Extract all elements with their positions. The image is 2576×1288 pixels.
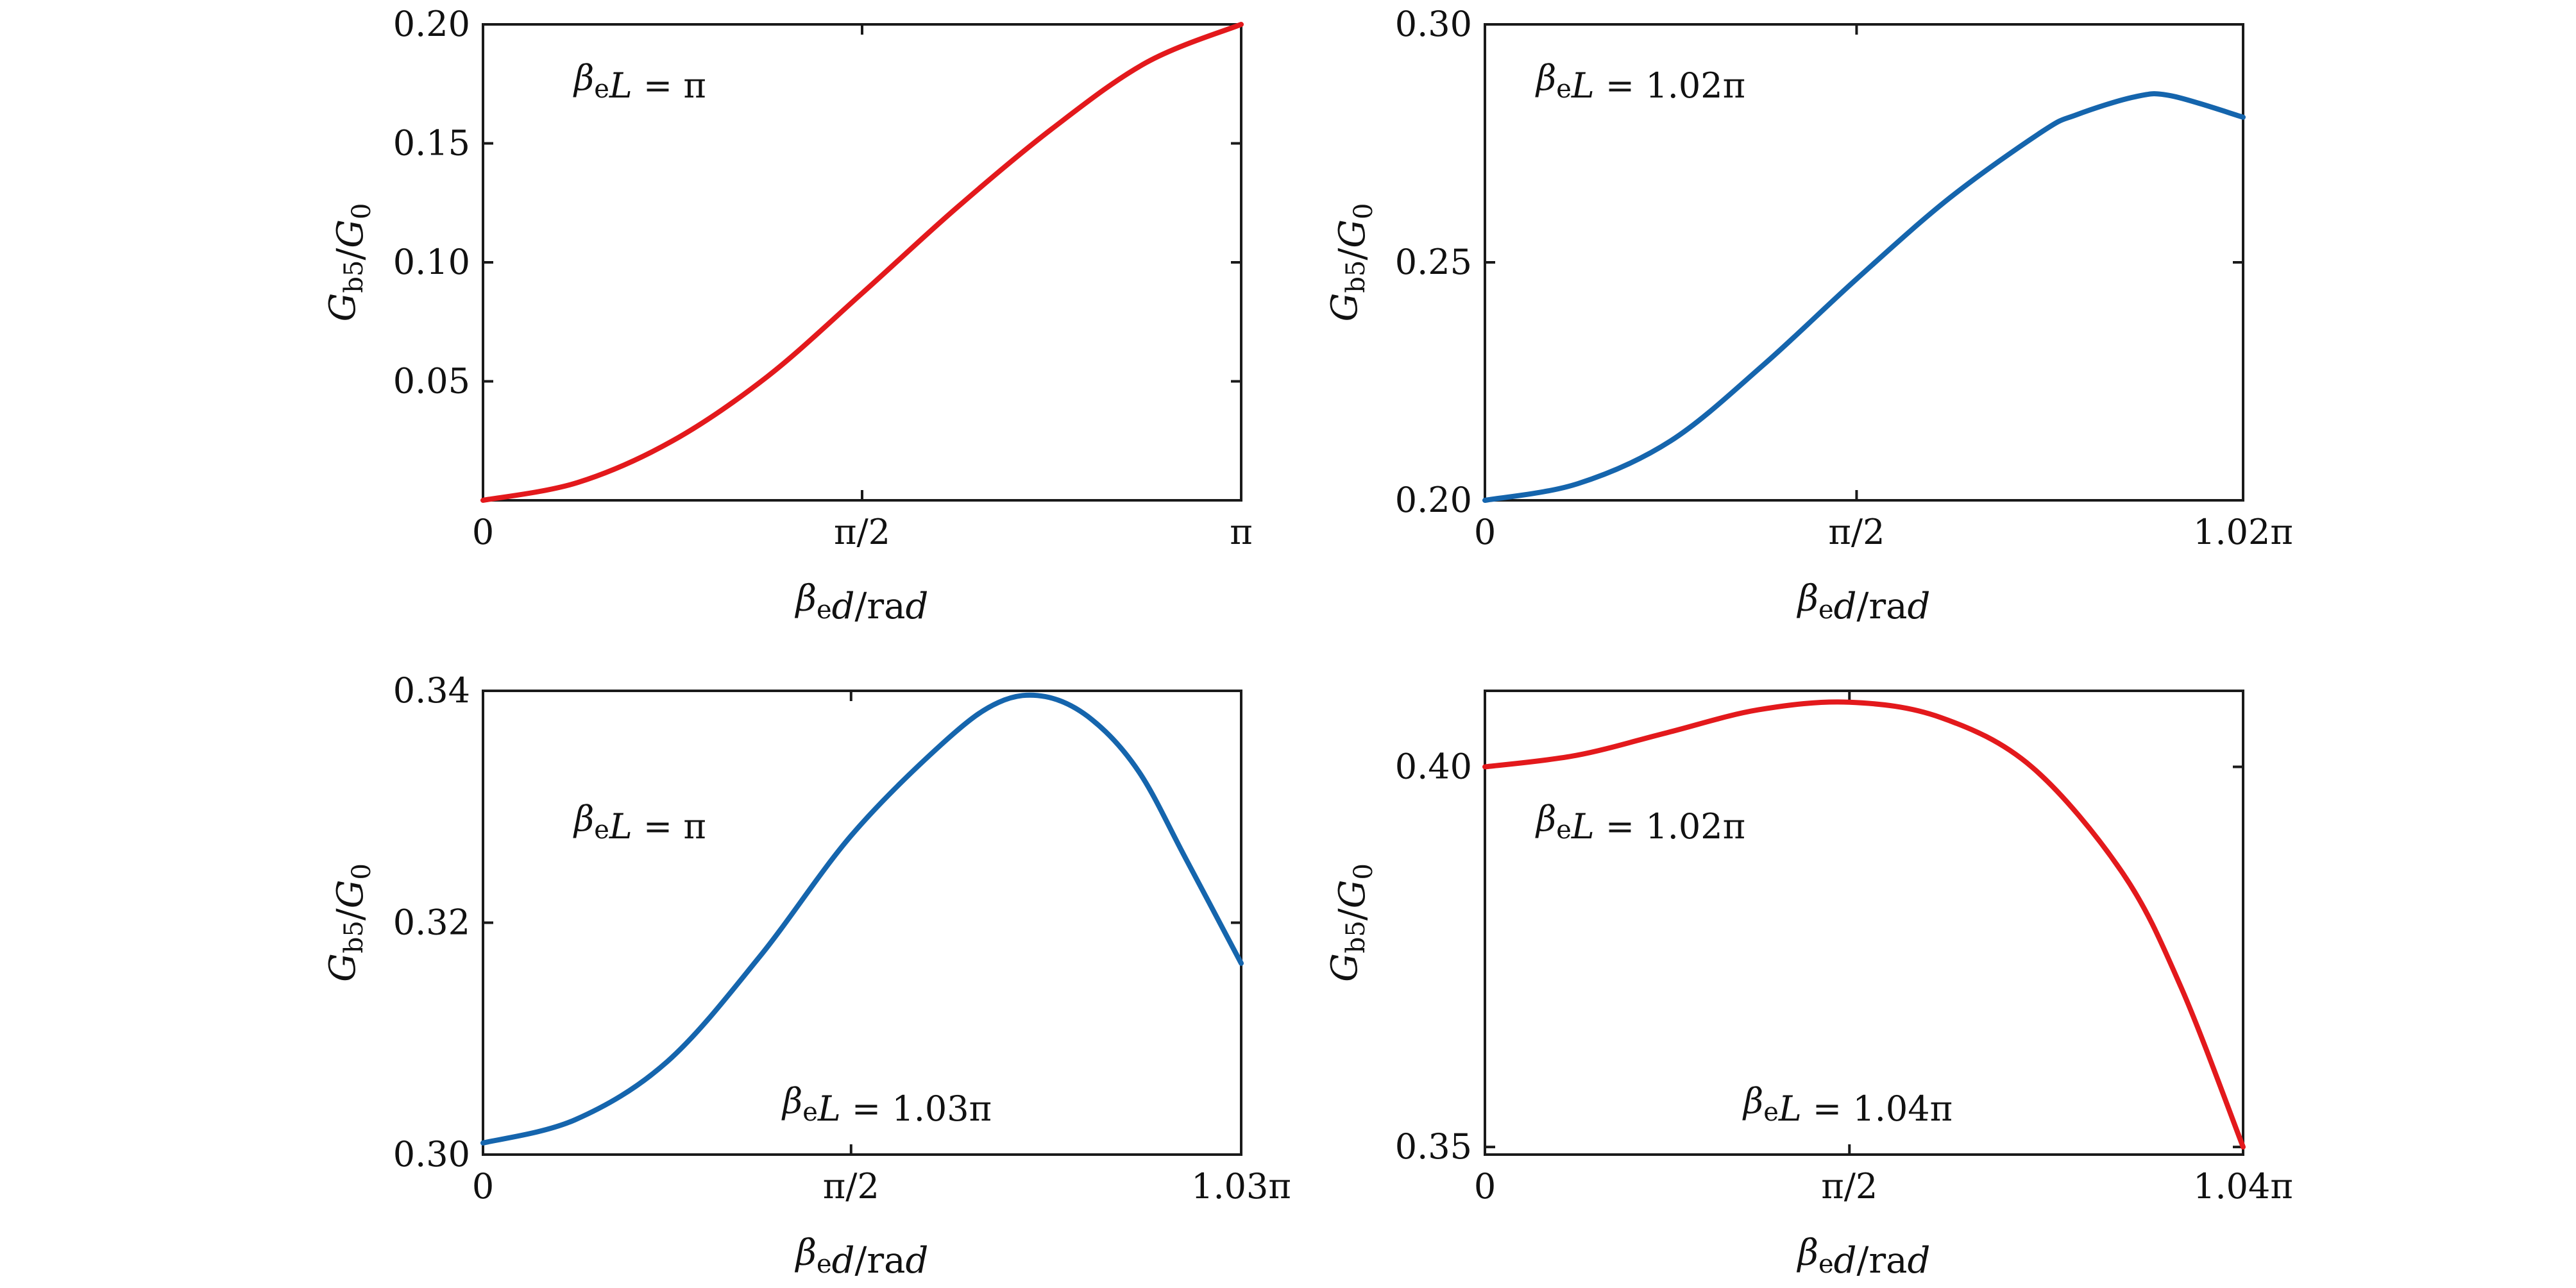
- x-tick-label: 0: [1474, 512, 1496, 552]
- series-line: [480, 692, 1244, 1146]
- panel-a: 0 π/2 π 0.05 0.10 0.15 0.20 βed/rad Gb5/G0 βeL = …: [322, 4, 1253, 627]
- x-tick-label: π: [1230, 512, 1253, 552]
- y-axis-label: Gb5/G0: [322, 203, 377, 322]
- annotation-label: βeL = π: [573, 58, 706, 106]
- x-tick-label: 1.02π: [2193, 512, 2293, 552]
- series-line: [480, 22, 1244, 503]
- series-line: [1482, 699, 2246, 1150]
- x-tick-label: π/2: [1828, 512, 1885, 552]
- y-tick-label: 0.40: [1395, 747, 1472, 787]
- annotation-label: βeL = π: [573, 799, 706, 847]
- y-tick-label: 0.30: [393, 1134, 470, 1174]
- annotation-label: βeL = 1.04π: [1742, 1081, 1953, 1129]
- annotation-label: βeL = 1.02π: [1535, 799, 1745, 847]
- y-tick-label: 0.35: [1395, 1126, 1472, 1167]
- x-axis-label: βed/rad: [1797, 578, 1931, 627]
- annotation-label: βeL = 1.02π: [1535, 58, 1745, 106]
- y-tick-label: 0.15: [393, 123, 470, 164]
- x-tick-label: π/2: [834, 512, 890, 552]
- y-axis-label: Gb5/G0: [1324, 203, 1378, 322]
- x-tick-label: 1.04π: [2193, 1166, 2293, 1207]
- panel-c: 0 π/2 1.03π 0.30 0.32 0.34 βed/rad Gb5/G0 βeL = …: [322, 670, 1291, 1282]
- x-tick-label: 0: [472, 1166, 494, 1207]
- x-tick-label: 1.03π: [1191, 1166, 1291, 1207]
- panel-b: 0 π/2 1.02π 0.20 0.25 0.30 βed/rad Gb5/G0 βeL = …: [1324, 4, 2293, 627]
- annotation-label: βeL = 1.03π: [781, 1081, 992, 1129]
- panel-d: 0 π/2 1.04π 0.35 0.40 βed/rad Gb5/G0 βeL = 1.02…: [1324, 690, 2293, 1282]
- x-axis-label: βed/rad: [795, 1232, 929, 1282]
- y-axis-label: Gb5/G0: [322, 863, 377, 982]
- y-tick-label: 0.30: [1395, 4, 1472, 44]
- y-tick-label: 0.32: [393, 902, 470, 943]
- x-tick-label: 0: [472, 512, 494, 552]
- y-tick-label: 0.20: [393, 4, 470, 44]
- y-tick-label: 0.34: [393, 670, 470, 711]
- x-axis-label: βed/rad: [795, 578, 929, 627]
- x-tick-label: π/2: [823, 1166, 879, 1207]
- x-axis-label: βed/rad: [1797, 1232, 1931, 1282]
- y-tick-label: 0.25: [1395, 242, 1472, 282]
- plot-frame: [1484, 690, 2244, 1156]
- series-line: [1482, 91, 2246, 503]
- y-axis-label: Gb5/G0: [1324, 863, 1378, 982]
- y-tick-label: 0.20: [1395, 480, 1472, 520]
- y-tick-label: 0.05: [393, 361, 470, 402]
- y-tick-label: 0.10: [393, 242, 470, 282]
- x-tick-label: π/2: [1821, 1166, 1877, 1207]
- plot-frame: [482, 690, 1242, 1156]
- x-tick-label: 0: [1474, 1166, 1496, 1207]
